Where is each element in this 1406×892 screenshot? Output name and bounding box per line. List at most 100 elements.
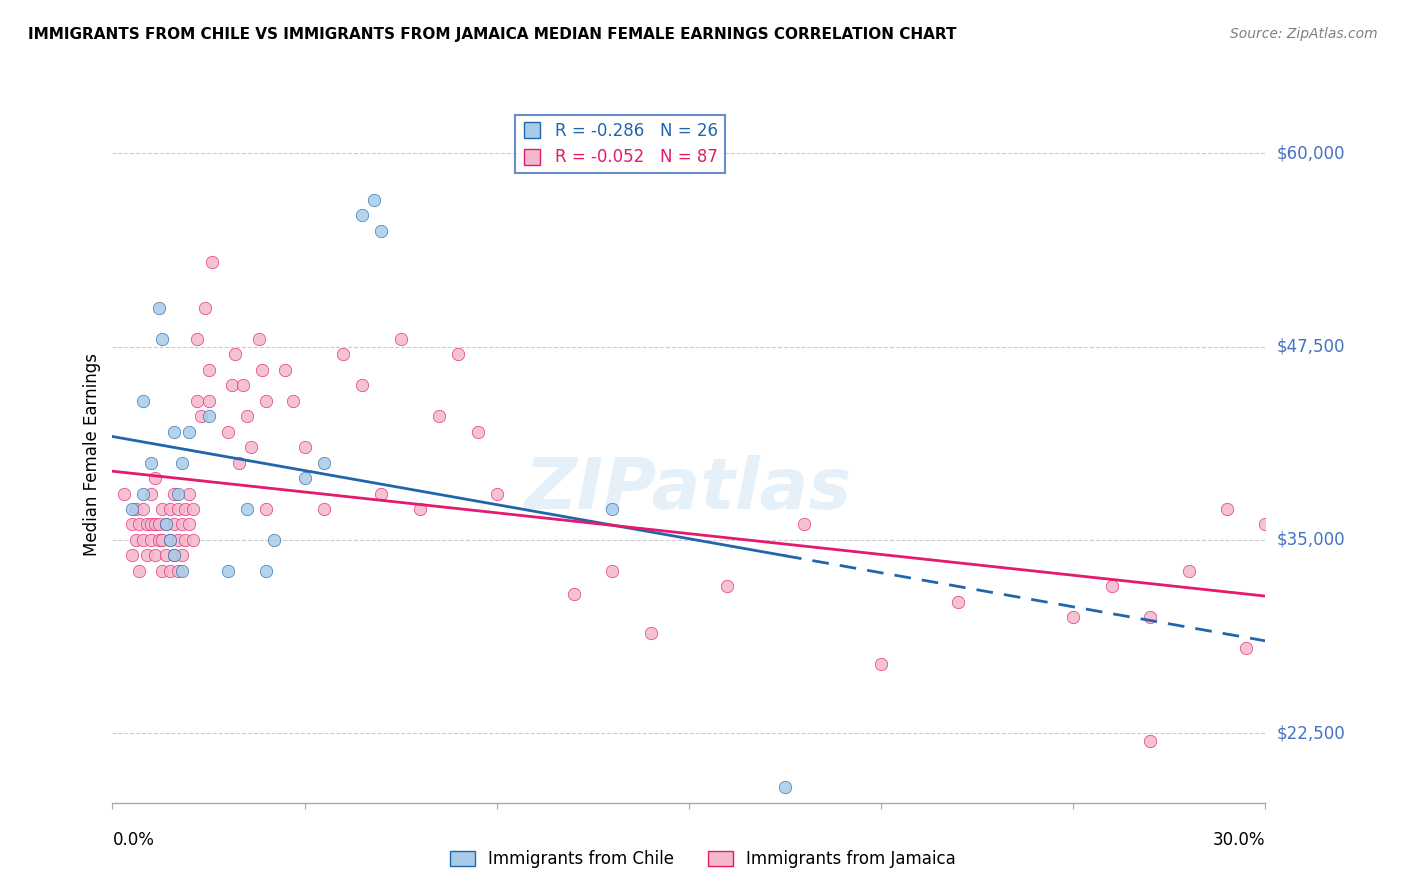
Point [194, 301, 217, 315]
Point [186, 332, 208, 346]
Point [447, 347, 470, 361]
Point [332, 347, 354, 361]
Point [152, 533, 174, 547]
Text: ZIPatlas: ZIPatlas [526, 455, 852, 524]
Point [181, 502, 204, 516]
Point [485, 486, 508, 500]
Point [143, 549, 166, 563]
Point [128, 517, 150, 532]
Point [163, 425, 186, 439]
Point [254, 502, 277, 516]
Point [197, 363, 219, 377]
Point [152, 332, 174, 346]
Point [197, 393, 219, 408]
Point [139, 533, 162, 547]
Point [312, 456, 335, 470]
Point [363, 193, 385, 207]
Point [239, 440, 262, 454]
Point [128, 564, 150, 578]
Point [163, 549, 186, 563]
Point [190, 409, 212, 424]
Point [143, 471, 166, 485]
Point [427, 409, 450, 424]
Point [247, 332, 270, 346]
Point [793, 517, 815, 532]
Point [112, 486, 135, 500]
Point [201, 254, 224, 268]
Point [170, 549, 193, 563]
Point [716, 579, 738, 593]
Point [152, 564, 174, 578]
Point [224, 347, 246, 361]
Point [121, 502, 143, 516]
Point [132, 533, 155, 547]
Point [217, 425, 239, 439]
Point [174, 533, 197, 547]
Point [236, 502, 259, 516]
Point [294, 471, 316, 485]
Point [236, 409, 259, 424]
Point [389, 332, 412, 346]
Point [1177, 564, 1199, 578]
Point [121, 549, 143, 563]
Point [217, 564, 239, 578]
Text: 30.0%: 30.0% [1213, 830, 1265, 848]
Point [352, 208, 374, 222]
Point [152, 502, 174, 516]
Point [773, 780, 796, 795]
Text: $22,500: $22,500 [1277, 724, 1346, 742]
Point [132, 486, 155, 500]
Point [155, 517, 177, 532]
Point [148, 517, 170, 532]
Point [181, 533, 204, 547]
Point [1139, 610, 1161, 624]
Point [254, 393, 277, 408]
Point [132, 393, 155, 408]
Point [1216, 502, 1239, 516]
Point [640, 625, 662, 640]
Point [170, 517, 193, 532]
Point [1139, 734, 1161, 748]
Point [136, 549, 159, 563]
Point [155, 549, 177, 563]
Point [946, 595, 969, 609]
Point [121, 517, 143, 532]
Text: $35,000: $35,000 [1277, 531, 1346, 549]
Point [232, 378, 254, 392]
Y-axis label: Median Female Earnings: Median Female Earnings [83, 353, 101, 557]
Point [281, 393, 304, 408]
Text: 0.0%: 0.0% [112, 830, 155, 848]
Point [166, 533, 188, 547]
Point [139, 486, 162, 500]
Point [186, 393, 208, 408]
Point [163, 486, 186, 500]
Point [136, 517, 159, 532]
Point [1101, 579, 1123, 593]
Point [274, 363, 297, 377]
Point [139, 456, 162, 470]
Point [1234, 641, 1257, 656]
Point [352, 378, 374, 392]
Text: $47,500: $47,500 [1277, 338, 1346, 356]
Point [139, 517, 162, 532]
Point [132, 502, 155, 516]
Point [163, 517, 186, 532]
Point [124, 533, 146, 547]
Point [600, 564, 623, 578]
Point [159, 533, 181, 547]
Point [174, 502, 197, 516]
Point [254, 564, 277, 578]
Point [179, 517, 201, 532]
Point [562, 587, 585, 601]
Point [155, 517, 177, 532]
Point [197, 409, 219, 424]
Point [159, 533, 181, 547]
Point [170, 564, 193, 578]
Point [170, 456, 193, 470]
Point [1062, 610, 1084, 624]
Point [179, 486, 201, 500]
Point [263, 533, 285, 547]
Point [148, 301, 170, 315]
Text: Source: ZipAtlas.com: Source: ZipAtlas.com [1230, 27, 1378, 41]
Point [166, 502, 188, 516]
